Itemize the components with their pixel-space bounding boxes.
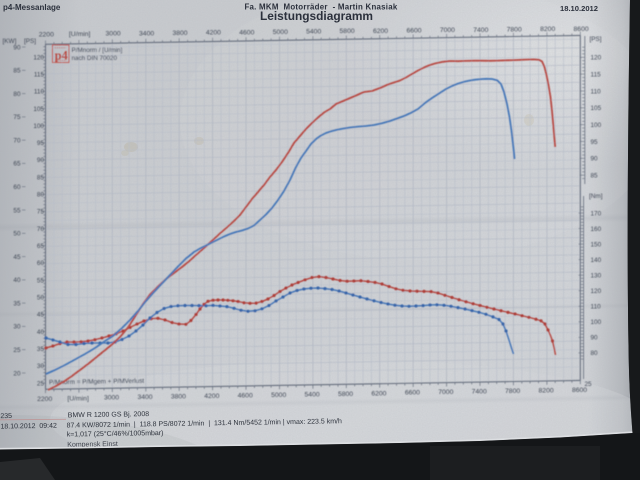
svg-text:18.10.2012 09:42: 18.10.2012 09:42 xyxy=(0,423,57,431)
svg-text:235: 235 xyxy=(0,413,12,420)
svg-text:BMW R 1200 GS Bj. 2008: BMW R 1200 GS Bj. 2008 xyxy=(68,411,150,419)
svg-text:p4-Messanlage: p4-Messanlage xyxy=(3,3,61,12)
svg-text:Leistungsdiagramm: Leistungsdiagramm xyxy=(260,9,373,23)
svg-text:Kompensk Einst: Kompensk Einst xyxy=(67,441,118,449)
svg-text:18.10.2012: 18.10.2012 xyxy=(560,4,598,13)
svg-text:87.4 KW/8072 1/min | 118.8 P: 87.4 KW/8072 1/min | 118.8 PS/8072 1/min… xyxy=(66,418,342,429)
svg-text:k=1,017 (25°C/46%/1005mbar): k=1,017 (25°C/46%/1005mbar) xyxy=(67,429,164,439)
svg-text:Fa. MKM Motorräder - Martin: Fa. MKM Motorräder - Martin Knasiak xyxy=(244,2,397,11)
